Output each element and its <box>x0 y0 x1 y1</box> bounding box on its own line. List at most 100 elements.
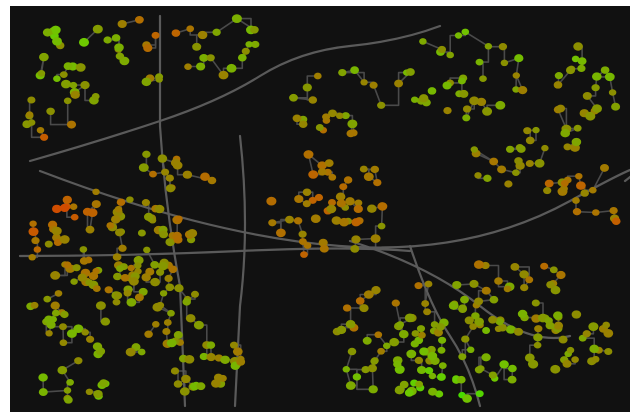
intersection-node <box>63 261 72 269</box>
intersection-node <box>553 311 563 320</box>
intersection-node <box>377 222 386 230</box>
intersection-node <box>382 342 391 350</box>
intersection-node <box>343 176 353 184</box>
intersection-node <box>166 338 177 348</box>
intersection-node <box>414 356 424 365</box>
intersection-node <box>144 330 153 338</box>
intersection-node <box>419 347 429 356</box>
intersection-node <box>54 290 63 297</box>
intersection-node <box>78 37 90 47</box>
intersection-node <box>458 353 467 361</box>
intersection-node <box>349 129 358 137</box>
intersection-node <box>571 55 580 63</box>
intersection-node <box>469 96 480 106</box>
intersection-node <box>328 109 337 118</box>
intersection-node <box>137 229 146 237</box>
intersection-node <box>415 380 424 388</box>
intersection-node <box>319 244 329 253</box>
intersection-node <box>174 215 183 223</box>
intersection-node <box>462 105 472 113</box>
intersection-node <box>298 120 308 128</box>
intersection-node <box>30 301 39 309</box>
intersection-node <box>489 157 499 166</box>
intersection-node <box>359 165 368 173</box>
intersection-node <box>571 310 582 319</box>
intersection-node <box>172 161 183 170</box>
intersection-node <box>470 146 478 153</box>
intersection-node <box>336 325 347 335</box>
intersection-node <box>550 285 561 295</box>
intersection-node <box>28 227 39 236</box>
intersection-node <box>363 172 374 182</box>
intersection-node <box>112 253 122 261</box>
intersection-node <box>460 295 469 304</box>
intersection-node <box>427 87 437 95</box>
intersection-node <box>591 355 600 363</box>
intersection-node <box>59 71 68 78</box>
intersection-node <box>563 143 572 151</box>
intersection-node <box>345 319 356 329</box>
intersection-node <box>580 189 589 197</box>
intersection-node <box>540 262 549 270</box>
intersection-node <box>80 81 90 90</box>
intersection-node <box>59 323 67 331</box>
intersection-node <box>165 283 175 292</box>
intersection-node <box>182 298 191 306</box>
intersection-node <box>428 387 438 396</box>
intersection-node <box>118 244 127 252</box>
intersection-node <box>92 285 101 293</box>
intersection-node <box>171 29 181 37</box>
intersection-node <box>609 206 618 215</box>
intersection-node <box>137 348 146 356</box>
intersection-node <box>62 195 72 204</box>
arterial-road <box>158 14 187 408</box>
intersection-node <box>474 172 482 179</box>
intersection-node <box>531 299 540 307</box>
intersection-node <box>174 284 184 293</box>
intersection-node <box>553 81 563 89</box>
intersection-node <box>313 72 322 80</box>
intersection-node <box>103 36 112 44</box>
intersection-node <box>112 298 121 306</box>
intersection-node <box>533 341 542 349</box>
intersection-node <box>143 246 151 254</box>
intersection-node <box>458 304 468 313</box>
intersection-node <box>592 104 602 113</box>
road-segment <box>395 302 401 326</box>
intersection-node <box>126 196 134 203</box>
intersection-node <box>123 289 132 297</box>
intersection-node <box>602 321 611 329</box>
intersection-node <box>314 193 324 202</box>
intersection-node <box>512 72 521 79</box>
intersection-node <box>61 79 71 89</box>
intersection-node <box>220 355 230 365</box>
intersection-node <box>92 188 100 196</box>
intersection-node <box>462 394 472 403</box>
intersection-node <box>482 107 493 116</box>
intersection-node <box>367 364 377 373</box>
intersection-node <box>59 235 70 244</box>
arterial-road <box>28 24 442 163</box>
intersection-node <box>514 54 524 63</box>
map-canvas[interactable] <box>10 6 630 412</box>
intersection-node <box>182 170 193 179</box>
intersection-node <box>91 200 101 209</box>
intersection-node <box>157 261 168 271</box>
intersection-node <box>150 277 160 287</box>
intersection-node <box>436 373 446 381</box>
intersection-node <box>585 111 596 121</box>
intersection-node <box>461 28 470 36</box>
intersection-node <box>481 353 491 362</box>
intersection-node <box>498 43 508 51</box>
intersection-node <box>134 262 142 269</box>
intersection-node <box>199 53 209 62</box>
intersection-node <box>197 30 208 40</box>
intersection-node <box>226 63 237 73</box>
intersection-node <box>474 317 485 327</box>
road-network-map[interactable] <box>10 6 630 412</box>
intersection-node <box>565 66 576 75</box>
intersection-node <box>404 313 415 323</box>
intersection-node <box>308 196 317 204</box>
intersection-node <box>69 81 78 89</box>
intersection-node <box>456 375 466 384</box>
